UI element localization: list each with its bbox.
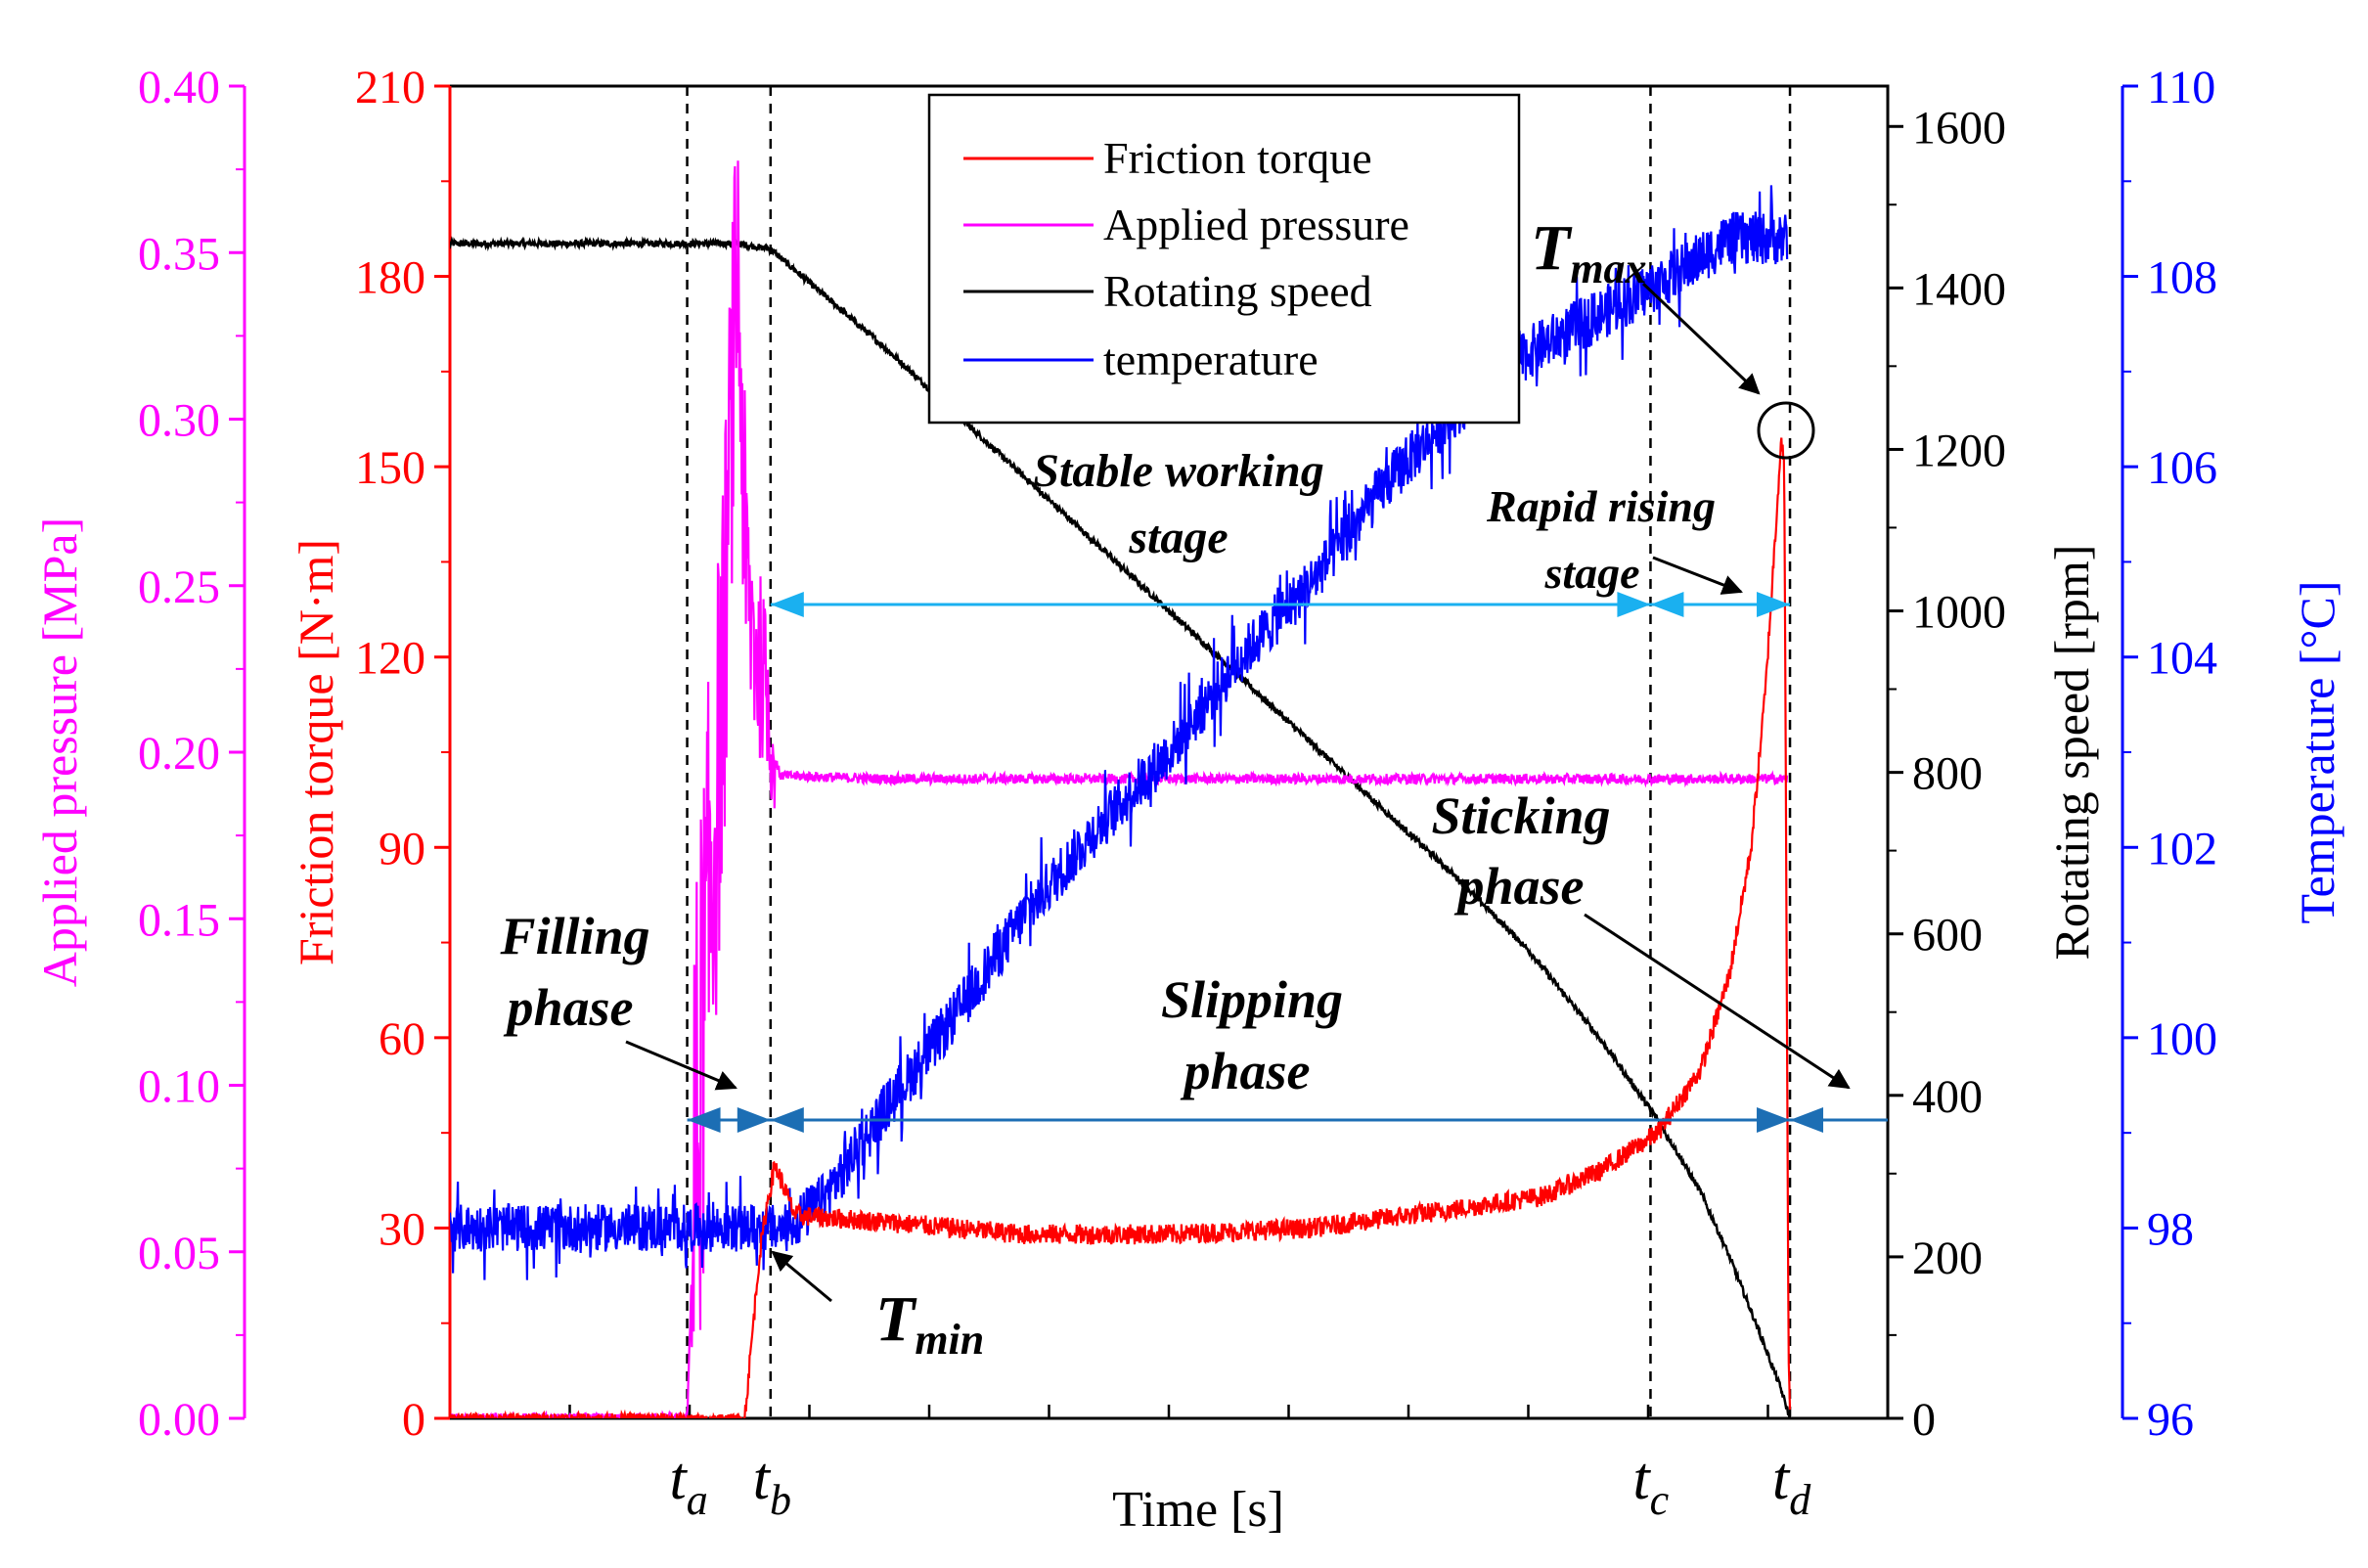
filling-phase-arrow-right bbox=[737, 1107, 771, 1133]
event-label-td: td bbox=[1772, 1446, 1811, 1524]
event-label-tc: tc bbox=[1632, 1446, 1669, 1524]
rapid-stage-label-1: Rapid rising bbox=[1486, 481, 1716, 531]
speed-tick-label: 400 bbox=[1912, 1071, 1983, 1123]
torque-tick-label: 150 bbox=[355, 442, 425, 494]
temp-tick-label: 110 bbox=[2147, 62, 2215, 113]
slipping-phase-label-2: phase bbox=[1180, 1042, 1310, 1100]
stable-stage-label-1: Stable working bbox=[1033, 445, 1323, 497]
filling-phase-arrow-left bbox=[687, 1107, 721, 1133]
torque-tick-label: 180 bbox=[355, 252, 425, 304]
speed-axis-title: Rotating speed [rpm] bbox=[2044, 545, 2099, 961]
rapid-stage-arrow-left bbox=[1650, 592, 1684, 617]
rapid-stage-arrow bbox=[1652, 556, 1743, 595]
legend-label-speed: Rotating speed bbox=[1103, 266, 1372, 316]
pressure-tick-label: 0.20 bbox=[138, 728, 220, 780]
torque-tick-label: 210 bbox=[355, 62, 425, 113]
torque-tick-label: 30 bbox=[379, 1203, 425, 1255]
speed-tick-label: 600 bbox=[1912, 910, 1983, 962]
torque-tick-label: 120 bbox=[355, 633, 425, 685]
speed-tick-label: 800 bbox=[1912, 748, 1983, 800]
sticking-phase-label-1: Sticking bbox=[1431, 786, 1610, 845]
stable-stage-arrow-left bbox=[770, 592, 804, 617]
pressure-tick-label: 0.05 bbox=[138, 1228, 220, 1279]
pressure-tick-label: 0.25 bbox=[138, 561, 220, 613]
torque-tick-label: 90 bbox=[379, 823, 425, 874]
filling-phase-label-2: phase bbox=[503, 978, 633, 1037]
pressure-tick-label: 0.15 bbox=[138, 894, 220, 946]
speed-tick-label: 1400 bbox=[1912, 263, 2006, 315]
sticking-phase-label-2: phase bbox=[1453, 857, 1584, 916]
legend-label-torque: Friction torque bbox=[1103, 133, 1372, 183]
slipping-phase-label-1: Slipping bbox=[1161, 970, 1343, 1029]
tmax-arrow bbox=[1641, 282, 1761, 395]
temp-tick-label: 100 bbox=[2147, 1013, 2217, 1065]
temp-tick-label: 108 bbox=[2147, 252, 2217, 304]
tmin-label: Tmin bbox=[875, 1283, 984, 1364]
stable-stage-label-2: stage bbox=[1128, 512, 1228, 563]
pressure-tick-label: 0.30 bbox=[138, 395, 220, 447]
x-axis-title: Time [s] bbox=[1112, 1482, 1284, 1538]
tmax-circle bbox=[1757, 401, 1815, 460]
sticking-phase-arrow bbox=[1584, 913, 1851, 1090]
speed-tick-label: 1600 bbox=[1912, 102, 2006, 154]
rapid-stage-label-2: stage bbox=[1543, 548, 1639, 598]
filling-phase-label-1: Filling bbox=[499, 907, 649, 965]
pressure-tick-label: 0.00 bbox=[138, 1394, 220, 1446]
torque-axis-title: Friction torque [N·m] bbox=[289, 539, 343, 965]
pressure-tick-label: 0.10 bbox=[138, 1061, 220, 1113]
series-rotating-speed bbox=[450, 235, 1792, 1418]
legend-label-temp: temperature bbox=[1103, 335, 1318, 384]
temp-tick-label: 102 bbox=[2147, 823, 2217, 874]
filling-phase-arrow bbox=[625, 1040, 737, 1091]
pressure-tick-label: 0.40 bbox=[138, 62, 220, 113]
series-friction-torque bbox=[450, 437, 1792, 1418]
pressure-tick-label: 0.35 bbox=[138, 228, 220, 280]
temp-tick-label: 106 bbox=[2147, 442, 2217, 494]
speed-tick-label: 0 bbox=[1912, 1394, 1936, 1446]
pressure-axis-title: Applied pressure [MPa] bbox=[32, 517, 87, 987]
stable-stage-arrow-right bbox=[1617, 592, 1651, 617]
series-temperature bbox=[450, 185, 1789, 1280]
legend-box bbox=[927, 93, 1521, 425]
torque-tick-label: 60 bbox=[379, 1013, 425, 1065]
speed-tick-label: 200 bbox=[1912, 1232, 1983, 1284]
torque-tick-label: 0 bbox=[402, 1394, 425, 1446]
temp-axis-title: Temperature [°C] bbox=[2290, 580, 2345, 923]
tmin-arrow bbox=[771, 1250, 832, 1303]
temp-tick-label: 98 bbox=[2147, 1203, 2194, 1255]
tmax-label: Tmax bbox=[1531, 212, 1647, 292]
event-label-tb: tb bbox=[753, 1446, 791, 1524]
legend: Friction torque Applied pressure Rotatin… bbox=[927, 93, 1521, 425]
event-label-ta: ta bbox=[670, 1446, 708, 1524]
sticking-phase-arrow-left bbox=[1790, 1107, 1824, 1133]
speed-tick-label: 1200 bbox=[1912, 425, 2006, 476]
legend-label-pressure: Applied pressure bbox=[1103, 200, 1409, 249]
rapid-stage-arrow-right bbox=[1757, 592, 1791, 617]
temp-tick-label: 96 bbox=[2147, 1394, 2194, 1446]
speed-tick-label: 1000 bbox=[1912, 587, 2006, 639]
slipping-phase-arrow-right bbox=[1757, 1107, 1791, 1133]
slipping-phase-arrow-left bbox=[770, 1107, 804, 1133]
temp-tick-label: 104 bbox=[2147, 633, 2217, 685]
